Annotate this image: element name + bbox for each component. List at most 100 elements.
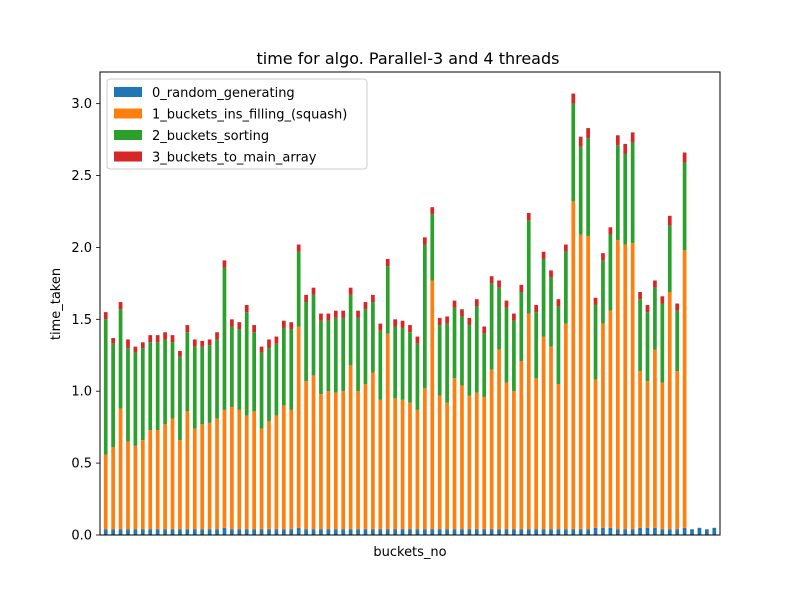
bar-segment-2_buckets_sorting-18 [230,326,234,408]
bar-segment-1_buckets_ins_filling_(squash)-26 [289,409,294,530]
bar-segment-2_buckets_sorting-54 [497,287,501,350]
bar-segment-3_buckets_to_main_array-65 [578,136,583,147]
bar-segment-2_buckets_sorting-35 [356,317,360,392]
bar-segment-3_buckets_to_main_array-33 [341,310,346,318]
bar-segment-0_random_generating-16 [215,529,219,535]
bar-segment-3_buckets_to_main_array-12 [185,325,190,333]
bar-segment-2_buckets_sorting-29 [311,294,316,376]
bar-segment-2_buckets_sorting-61 [549,277,553,347]
bar-segment-3_buckets_to_main_array-17 [222,260,227,268]
bar-segment-0_random_generating-52 [482,529,487,535]
bar-segment-1_buckets_ins_filling_(squash)-9 [163,424,167,530]
bar-segment-3_buckets_to_main_array-51 [474,299,479,307]
bar-segment-3_buckets_to_main_array-71 [623,143,628,154]
bar-segment-3_buckets_to_main_array-72 [630,132,635,143]
bar-segment-2_buckets_sorting-42 [408,332,412,403]
bar-segment-0_random_generating-13 [192,529,197,535]
bar-segment-1_buckets_ins_filling_(squash)-14 [200,424,205,530]
legend-swatch-2_buckets_sorting [114,130,142,140]
bar-segment-2_buckets_sorting-59 [534,312,539,379]
bar-segment-2_buckets_sorting-26 [289,329,294,410]
bar-segment-3_buckets_to_main_array-2 [111,338,115,344]
bar-segment-1_buckets_ins_filling_(squash)-37 [371,372,375,530]
bar-segment-0_random_generating-46 [437,529,442,535]
y-tick-label: 3.0 [71,97,92,112]
bar-segment-0_random_generating-66 [586,529,590,535]
bar-segment-2_buckets_sorting-41 [400,327,405,400]
bar-segment-3_buckets_to_main_array-60 [541,251,546,259]
bar-segment-2_buckets_sorting-14 [200,346,205,425]
bar-segment-1_buckets_ins_filling_(squash)-71 [623,244,628,530]
bar-segment-2_buckets_sorting-19 [237,329,242,410]
bar-segment-0_random_generating-4 [126,529,130,535]
bar-segment-3_buckets_to_main_array-42 [408,325,412,333]
bar-segment-1_buckets_ins_filling_(squash)-73 [638,371,642,528]
bar-segment-0_random_generating-61 [549,529,553,535]
bar-segment-3_buckets_to_main_array-4 [126,339,130,349]
bar-segment-1_buckets_ins_filling_(squash)-46 [437,395,442,530]
bar-segment-3_buckets_to_main_array-69 [608,227,613,235]
bar-segment-1_buckets_ins_filling_(squash)-38 [378,399,383,530]
bar-segment-1_buckets_ins_filling_(squash)-44 [422,388,427,530]
bar-segment-0_random_generating-14 [200,529,205,535]
bar-segment-0_random_generating-83 [712,527,717,535]
bar-segment-1_buckets_ins_filling_(squash)-55 [504,382,509,530]
bar-segment-2_buckets_sorting-65 [578,146,583,235]
bar-segment-1_buckets_ins_filling_(squash)-62 [556,384,561,530]
legend-swatch-1_buckets_ins_filling_(squash) [114,108,142,119]
bar-segment-3_buckets_to_main_array-40 [393,319,398,327]
x-axis-label: buckets_no [373,545,446,560]
y-tick-label: 1.5 [71,313,92,328]
bar-segment-1_buckets_ins_filling_(squash)-6 [140,440,145,530]
bar-segment-0_random_generating-55 [504,529,509,535]
bar-segment-2_buckets_sorting-32 [333,317,338,393]
bar-segment-1_buckets_ins_filling_(squash)-24 [274,415,279,530]
legend-swatch-0_random_generating [114,87,142,97]
bar-segment-1_buckets_ins_filling_(squash)-75 [653,349,657,528]
bars-group [103,93,717,535]
bar-segment-3_buckets_to_main_array-26 [289,322,294,330]
bar-segment-3_buckets_to_main_array-24 [274,336,279,344]
bar-segment-1_buckets_ins_filling_(squash)-27 [296,326,301,528]
bar-segment-1_buckets_ins_filling_(squash)-67 [593,379,598,528]
bar-segment-0_random_generating-80 [690,529,694,535]
bar-segment-1_buckets_ins_filling_(squash)-68 [601,323,605,528]
bar-segment-3_buckets_to_main_array-19 [237,322,242,330]
chart-title: time for algo. Parallel-3 and 4 threads [257,49,560,68]
bar-segment-3_buckets_to_main_array-20 [244,304,249,313]
bar-segment-2_buckets_sorting-1 [103,319,108,455]
bar-segment-0_random_generating-54 [497,529,501,535]
bar-segment-3_buckets_to_main_array-1 [103,312,108,320]
bar-segment-1_buckets_ins_filling_(squash)-2 [111,447,115,530]
bar-segment-1_buckets_ins_filling_(squash)-33 [341,391,346,530]
bar-segment-3_buckets_to_main_array-48 [452,300,457,308]
bar-segment-1_buckets_ins_filling_(squash)-57 [519,361,524,530]
bar-segment-0_random_generating-82 [705,529,709,535]
bar-segment-2_buckets_sorting-46 [437,325,442,396]
bar-segment-1_buckets_ins_filling_(squash)-23 [267,421,271,530]
bar-segment-1_buckets_ins_filling_(squash)-28 [304,381,308,530]
bar-segment-1_buckets_ins_filling_(squash)-39 [385,333,390,530]
bar-segment-2_buckets_sorting-6 [140,348,145,441]
bar-segment-3_buckets_to_main_array-47 [445,316,449,324]
bar-segment-2_buckets_sorting-63 [564,251,568,324]
bar-segment-3_buckets_to_main_array-9 [163,332,167,340]
bar-segment-3_buckets_to_main_array-74 [645,304,650,313]
bar-segment-3_buckets_to_main_array-43 [415,336,420,344]
bar-segment-0_random_generating-40 [393,529,398,535]
bar-segment-1_buckets_ins_filling_(squash)-66 [586,235,590,530]
bar-segment-0_random_generating-68 [601,527,605,535]
bar-segment-0_random_generating-37 [371,529,375,535]
bar-segment-2_buckets_sorting-38 [378,330,383,400]
bar-segment-2_buckets_sorting-9 [163,339,167,425]
bar-segment-3_buckets_to_main_array-13 [192,339,197,347]
bar-segment-0_random_generating-70 [615,529,620,535]
bar-segment-0_random_generating-23 [267,529,271,535]
bar-segment-2_buckets_sorting-2 [111,343,115,448]
bar-segment-1_buckets_ins_filling_(squash)-40 [393,398,398,530]
bar-segment-2_buckets_sorting-66 [586,138,590,236]
bar-segment-1_buckets_ins_filling_(squash)-47 [445,402,449,530]
bar-segment-0_random_generating-73 [638,527,642,535]
legend: 0_random_generating 1_buckets_ins_filling… [106,78,368,170]
bar-segment-2_buckets_sorting-68 [601,260,605,324]
